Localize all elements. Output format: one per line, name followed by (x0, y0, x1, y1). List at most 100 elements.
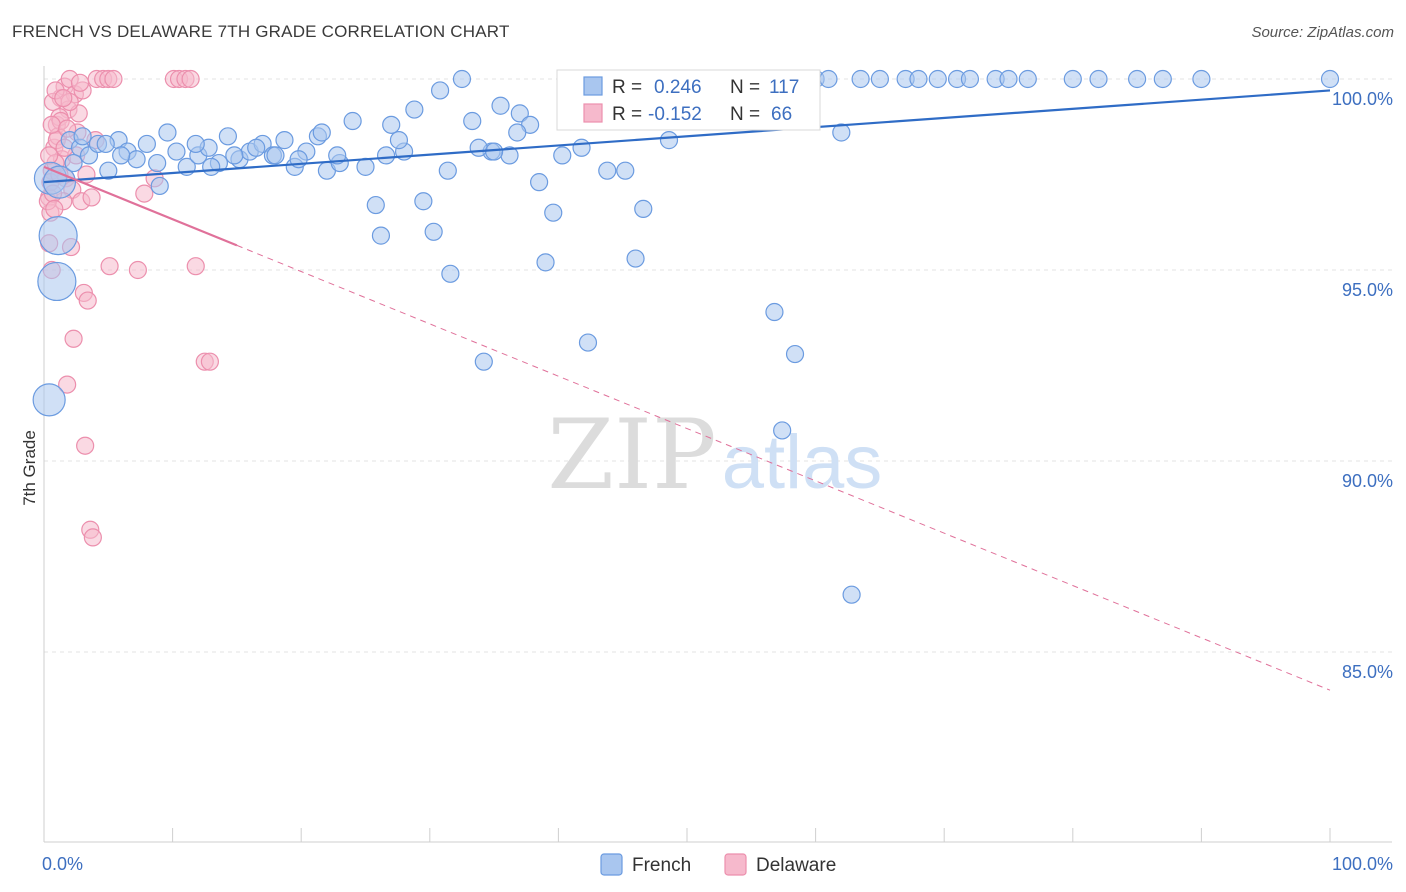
bottom-legend: French Delaware (600, 853, 836, 876)
french-point (785, 344, 805, 364)
french-point (452, 69, 472, 89)
french-point (96, 134, 115, 154)
french-point (218, 127, 237, 146)
delaware-point (186, 257, 205, 276)
french-point (424, 222, 443, 241)
y-tick-label: 85.0% (1342, 662, 1393, 682)
delaware-point (181, 69, 200, 89)
top-legend: R = 0.246 N = 117 R = -0.152 N = 66 (556, 69, 821, 131)
french-point (659, 131, 679, 150)
french-point (32, 383, 66, 417)
french-point (150, 176, 169, 196)
french-point (1192, 69, 1211, 89)
french-point (382, 115, 401, 134)
legend-french-n-label: N = (730, 77, 760, 98)
french-point (112, 146, 131, 165)
french-point (634, 199, 653, 218)
y-axis-label: 7th Grade (20, 430, 39, 506)
french-point (999, 69, 1018, 89)
y-tick-label: 95.0% (1342, 280, 1393, 300)
x-tick-labels: 0.0% 100.0% (42, 854, 1393, 874)
legend-delaware-r-value: -0.152 (648, 104, 702, 125)
french-point (389, 131, 409, 150)
delaware-point (83, 528, 102, 547)
french-point (572, 138, 591, 157)
french-point (405, 100, 424, 119)
french-point (275, 131, 294, 150)
french-points (32, 69, 1340, 604)
french-point (765, 302, 784, 322)
french-point (328, 146, 347, 165)
french-point (485, 142, 504, 161)
delaware-point (82, 188, 101, 207)
french-point (842, 585, 861, 604)
legend-delaware-r-label: R = (612, 104, 642, 125)
french-point (414, 192, 433, 211)
delaware-point (42, 115, 61, 134)
delaware-point (100, 257, 119, 276)
french-point (578, 333, 598, 352)
french-point (343, 111, 362, 131)
french-point (167, 142, 186, 161)
french-point (356, 157, 375, 176)
delaware-trend-extension (236, 244, 1331, 691)
legend-delaware-swatch (583, 103, 603, 123)
french-point (148, 153, 167, 173)
delaware-trend-line (43, 165, 238, 247)
french-point (819, 69, 838, 89)
french-point (266, 146, 285, 165)
french-point (366, 195, 385, 215)
french-point (1018, 69, 1037, 89)
y-tick-label: 100.0% (1332, 89, 1393, 109)
french-point (616, 161, 635, 180)
french-point (186, 134, 205, 154)
french-point (469, 138, 488, 157)
french-point (773, 421, 792, 440)
delaware-point (135, 184, 154, 203)
bottom-legend-delaware-swatch (724, 853, 747, 876)
legend-french-swatch (583, 76, 603, 96)
delaware-point (76, 436, 95, 455)
french-point (1320, 69, 1340, 89)
french-point (960, 69, 980, 89)
french-point (598, 161, 617, 180)
french-point (510, 104, 529, 123)
french-point (376, 146, 396, 165)
french-point (851, 69, 870, 89)
delaware-point (54, 88, 73, 108)
french-point (544, 203, 563, 222)
delaware-point (45, 199, 64, 218)
french-point (38, 216, 78, 256)
legend-french-n-value: 117 (769, 77, 799, 98)
french-point (441, 264, 460, 283)
french-point (247, 138, 266, 157)
french-point (312, 123, 331, 142)
bottom-legend-french-label: French (632, 855, 691, 876)
french-point (491, 96, 510, 115)
french-point (158, 123, 177, 142)
french-point (832, 123, 851, 142)
delaware-point (78, 291, 97, 310)
french-point (37, 261, 77, 302)
french-point (553, 146, 572, 165)
delaware-point (128, 260, 147, 280)
bottom-legend-french-swatch (600, 853, 623, 876)
legend-delaware-n-value: 66 (771, 104, 792, 125)
french-point (1089, 69, 1108, 89)
chart-title: FRENCH VS DELAWARE 7TH GRADE CORRELATION… (12, 22, 510, 41)
delaware-point (64, 329, 83, 348)
legend-french-r-value: 0.246 (654, 77, 702, 98)
source-label: Source: ZipAtlas.com (1251, 24, 1394, 41)
french-point (73, 127, 92, 146)
french-point (430, 81, 450, 100)
french-trend-line (43, 89, 1331, 184)
x-tick-label: 100.0% (1332, 854, 1393, 874)
delaware-point (40, 146, 59, 165)
x-tick-label: 0.0% (42, 854, 83, 874)
french-point (127, 150, 146, 169)
french-point (371, 226, 391, 245)
legend-french-r-label: R = (612, 77, 642, 98)
y-tick-labels: 100.0% 95.0% 90.0% 85.0% (1332, 89, 1393, 682)
delaware-point (58, 375, 77, 394)
